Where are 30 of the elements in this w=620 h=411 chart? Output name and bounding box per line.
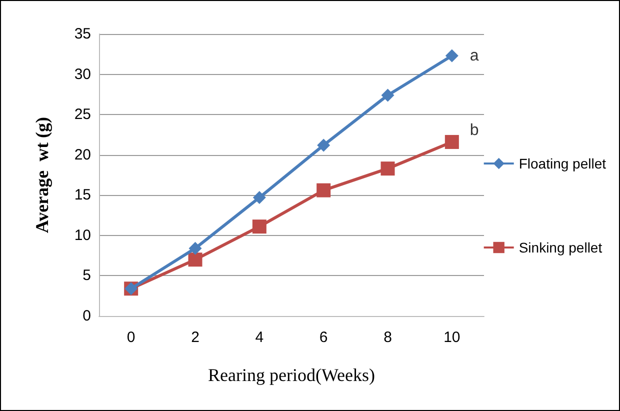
x-tick-label: 2 <box>191 329 200 346</box>
point <box>188 252 202 267</box>
point <box>252 220 266 234</box>
point <box>445 49 458 62</box>
point <box>444 134 459 149</box>
point <box>381 88 394 102</box>
legend-label: Floating pellet <box>518 156 606 172</box>
y-tick-label: 0 <box>82 308 91 324</box>
point <box>316 183 331 198</box>
annotation: b <box>470 122 479 140</box>
y-tick-label: 10 <box>74 226 91 244</box>
y-tick-label: 20 <box>74 146 91 164</box>
x-tick-label: 10 <box>444 329 460 346</box>
y-tick-label: 5 <box>82 267 91 284</box>
legend-label: Sinking pellet <box>518 240 602 256</box>
y-axis-title: Average wt (g) <box>32 116 52 234</box>
x-tick-label: 8 <box>384 329 392 346</box>
point <box>188 242 202 255</box>
point <box>252 191 266 204</box>
x-tick-label: 6 <box>319 329 328 346</box>
x-axis-title: Rearing period(Weeks) <box>208 365 375 385</box>
y-tick-label: 25 <box>74 106 91 124</box>
point <box>380 162 395 176</box>
x-tick-label: 0 <box>126 329 136 346</box>
y-tick-label: 35 <box>74 26 91 42</box>
y-tick-label: 30 <box>74 66 91 83</box>
x-tick-label: 4 <box>255 329 264 346</box>
point <box>317 138 330 152</box>
y-tick-label: 15 <box>74 186 91 204</box>
annotation: a <box>470 47 479 64</box>
